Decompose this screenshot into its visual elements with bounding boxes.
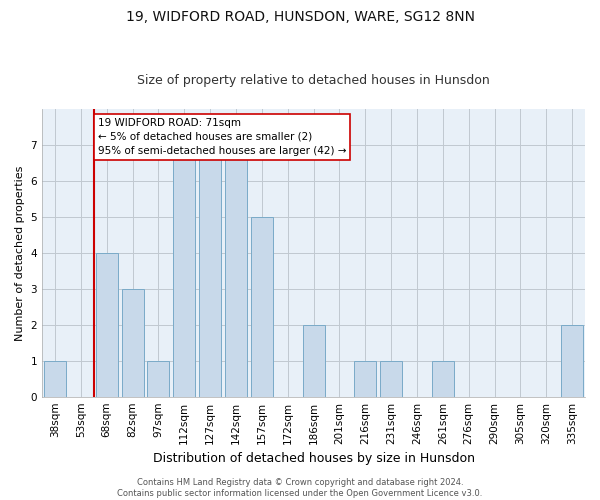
Bar (173, 145, 195, 397)
Bar (148, 360, 169, 396)
Y-axis label: Number of detached properties: Number of detached properties (15, 165, 25, 340)
Text: 19, WIDFORD ROAD, HUNSDON, WARE, SG12 8NN: 19, WIDFORD ROAD, HUNSDON, WARE, SG12 8N… (125, 10, 475, 24)
Bar (44, 360, 66, 396)
Bar (561, 325, 583, 396)
Bar (380, 360, 402, 396)
Bar (251, 217, 273, 396)
X-axis label: Distribution of detached houses by size in Hunsdon: Distribution of detached houses by size … (152, 452, 475, 465)
Title: Size of property relative to detached houses in Hunsdon: Size of property relative to detached ho… (137, 74, 490, 87)
Bar (95, 253, 118, 396)
Text: 19 WIDFORD ROAD: 71sqm
← 5% of detached houses are smaller (2)
95% of semi-detac: 19 WIDFORD ROAD: 71sqm ← 5% of detached … (98, 118, 346, 156)
Bar (302, 325, 325, 396)
Bar (122, 289, 143, 397)
Bar (225, 145, 247, 397)
Bar (354, 360, 376, 396)
Bar (199, 145, 221, 397)
Bar (432, 360, 454, 396)
Text: Contains HM Land Registry data © Crown copyright and database right 2024.
Contai: Contains HM Land Registry data © Crown c… (118, 478, 482, 498)
